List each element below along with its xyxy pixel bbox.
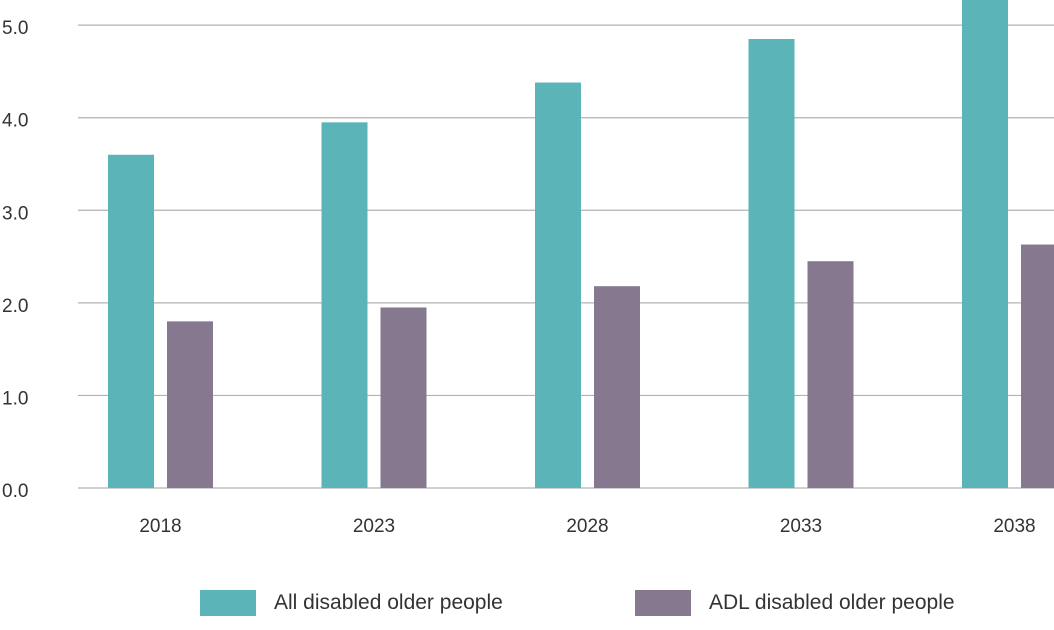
legend-label-adl-disabled: ADL disabled older people (709, 591, 955, 614)
x-axis-ticks: 2018 2023 2028 2033 2038 (139, 516, 1035, 537)
y-tick-label: 3.0 (2, 203, 28, 224)
legend: All disabled older people ADL disabled o… (0, 590, 1054, 630)
legend-swatch-all-disabled (200, 590, 256, 616)
bar-2038-series-0 (962, 0, 1008, 488)
y-tick-label: 5.0 (2, 18, 28, 39)
bar-2018-series-1 (167, 321, 213, 488)
bar-2028-series-0 (535, 82, 581, 488)
bar-2038-series-1 (1021, 244, 1054, 488)
bar-chart: 0.0 1.0 2.0 3.0 4.0 5.0 2018 2023 2028 2033 2038 (2, 0, 1054, 537)
legend-item-adl-disabled: ADL disabled older people (635, 590, 955, 618)
legend-swatch-adl-disabled (635, 590, 691, 616)
x-tick-label: 2028 (566, 516, 608, 537)
x-tick-label: 2018 (139, 516, 181, 537)
bar-2018-series-0 (108, 154, 154, 488)
y-tick-label: 4.0 (2, 111, 28, 132)
y-tick-label: 0.0 (2, 481, 28, 502)
legend-label-all-disabled: All disabled older people (274, 591, 503, 614)
legend-item-all-disabled: All disabled older people (200, 590, 503, 618)
x-tick-label: 2023 (353, 516, 395, 537)
y-tick-label: 2.0 (2, 296, 28, 317)
bar-2033-series-0 (748, 39, 795, 489)
y-tick-label: 1.0 (2, 388, 28, 409)
x-tick-label: 2033 (780, 516, 822, 537)
bar-2023-series-0 (321, 122, 368, 488)
bars (108, 0, 1054, 489)
bar-2033-series-1 (807, 261, 854, 488)
x-tick-label: 2038 (993, 516, 1035, 537)
y-axis-ticks: 0.0 1.0 2.0 3.0 4.0 5.0 (2, 18, 28, 502)
bar-2028-series-1 (594, 286, 640, 488)
bar-2023-series-1 (380, 307, 427, 488)
